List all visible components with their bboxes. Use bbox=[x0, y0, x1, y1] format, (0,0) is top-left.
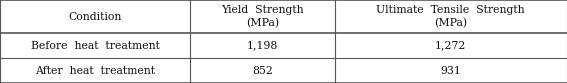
Text: 1,272: 1,272 bbox=[435, 41, 467, 51]
Text: 1,198: 1,198 bbox=[247, 41, 278, 51]
Text: Ultimate  Tensile  Strength
(MPa): Ultimate Tensile Strength (MPa) bbox=[376, 5, 525, 28]
Text: Yield  Strength
(MPa): Yield Strength (MPa) bbox=[221, 5, 303, 28]
Text: Condition: Condition bbox=[68, 12, 122, 22]
Text: Before  heat  treatment: Before heat treatment bbox=[31, 41, 159, 51]
Text: 931: 931 bbox=[441, 66, 461, 76]
Text: After  heat  treatment: After heat treatment bbox=[35, 66, 155, 76]
Text: 852: 852 bbox=[252, 66, 273, 76]
